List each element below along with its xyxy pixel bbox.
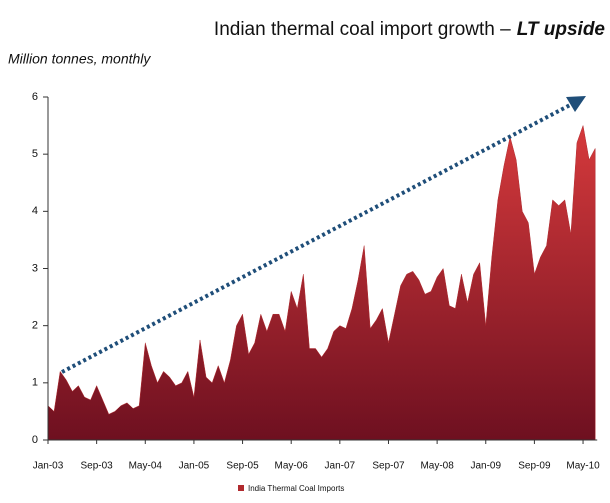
x-tick-label: May-10 — [566, 461, 600, 472]
x-tick-label: Jan-07 — [325, 461, 356, 472]
y-tick-label: 2 — [32, 320, 38, 332]
x-tick-label: Sep-03 — [81, 461, 114, 472]
chart-subtitle: Million tonnes, monthly — [8, 51, 151, 67]
x-tick-label: Sep-05 — [226, 461, 259, 472]
x-tick-label: May-04 — [129, 461, 163, 472]
x-tick-label: Jan-09 — [470, 461, 501, 472]
x-tick-label: Jan-05 — [179, 461, 210, 472]
legend-swatch — [238, 485, 244, 491]
y-tick-label: 6 — [32, 91, 38, 103]
y-tick-label: 1 — [32, 377, 38, 389]
x-tick-label: Jan-03 — [33, 461, 64, 472]
legend-label: India Thermal Coal Imports — [248, 484, 344, 493]
y-tick-label: 4 — [32, 205, 38, 217]
y-tick-label: 0 — [32, 434, 38, 446]
x-tick-label: Sep-09 — [518, 461, 551, 472]
x-tick-label: May-08 — [420, 461, 454, 472]
chart-title: Indian thermal coal import growth – LT up… — [214, 19, 606, 40]
y-tick-label: 3 — [32, 262, 38, 274]
x-tick-label: May-06 — [275, 461, 309, 472]
x-tick-label: Sep-07 — [372, 461, 405, 472]
area — [47, 124, 596, 441]
y-tick-label: 5 — [32, 148, 38, 160]
trend-arrow — [61, 96, 586, 374]
